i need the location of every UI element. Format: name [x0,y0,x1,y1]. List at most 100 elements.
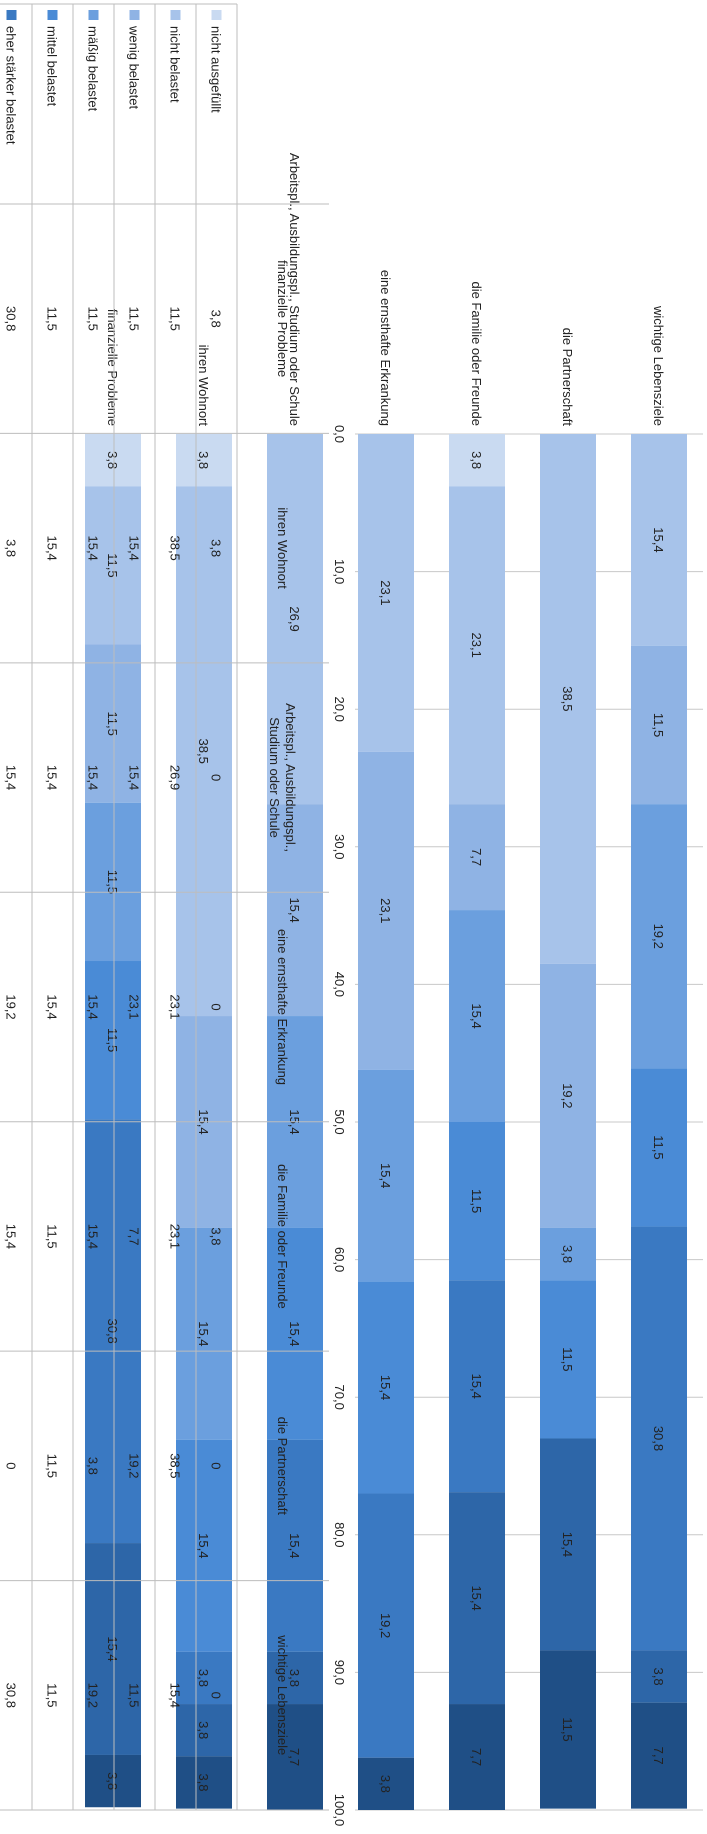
bar-segment [449,486,505,805]
bar-segment [631,804,687,1069]
bar-segment [540,434,596,964]
table-header: Studium oder Schule [267,717,282,838]
table-header: Arbeitspl., Ausbildungspl., [283,703,298,852]
bar-segment [358,1493,414,1758]
data-label: 3,8 [651,1667,666,1685]
table-cell: 0 [209,1692,224,1699]
data-label: 11,5 [651,713,666,737]
bar-segment [631,1226,687,1651]
data-label: 26,9 [287,606,302,631]
x-tick-label: 0,0 [332,425,347,443]
bar-segment [358,751,414,1070]
table-cell: 15,4 [45,994,60,1019]
bar-segment [267,434,323,805]
bar-segment [267,1439,323,1652]
category-label: ihren Wohnort [196,345,211,427]
bar-segment [176,1651,232,1705]
category-label: eine ernsthafte Erkrankung [378,270,393,426]
table-cell: 15,4 [4,765,19,790]
table-header: die Familie oder Freunde [275,1164,290,1309]
data-label: 3,8 [196,1721,211,1739]
table-header: ihren Wohnort [275,507,290,589]
table-cell: 23,1 [127,994,142,1019]
x-tick-label: 50,0 [332,1109,347,1134]
legend-label: eher stärker belastet [4,26,19,145]
data-label: 38,5 [560,686,575,711]
data-label: 15,4 [196,1533,211,1558]
data-label: 30,8 [651,1426,666,1451]
table-cell: 0 [209,1462,224,1469]
bar-segment [176,1756,232,1809]
bar-segment [631,645,687,805]
bar-segment [540,1280,596,1439]
x-tick-label: 40,0 [332,972,347,997]
bar-segment [85,486,141,645]
data-label: 15,4 [560,1532,575,1557]
data-label: 3,8 [105,1772,120,1790]
table-cell: 3,8 [209,1227,224,1245]
data-label: 15,4 [469,1585,484,1610]
table-cell: 11,5 [45,1683,60,1707]
legend-swatch [47,10,58,20]
bar-segment [267,1227,323,1440]
bar-segment [631,1702,687,1809]
table-cell: 15,4 [127,535,142,560]
bar-segment [176,1704,232,1757]
bar-segment [267,1704,323,1810]
data-label: 7,7 [469,1748,484,1766]
table-cell: 30,8 [4,306,19,331]
table-cell: 15,4 [86,1224,101,1249]
x-tick-label: 10,0 [332,559,347,584]
x-tick-label: 80,0 [332,1522,347,1547]
bar-segment [540,1438,596,1651]
bar-segment [449,1492,505,1705]
table-cell: 11,5 [45,1454,60,1478]
category-label: Arbeitspl., Ausbildungspl., Studium oder… [287,153,302,426]
bar-segment [449,910,505,1123]
table-cell: 15,4 [168,1683,183,1708]
bar-segment [85,434,141,487]
table-cell: 19,2 [86,1683,101,1708]
table-cell: 7,7 [127,1227,142,1245]
legend-swatch [88,10,99,20]
data-label: 3,8 [105,451,120,469]
table-cell: 15,4 [4,1224,19,1249]
bar-segment [449,1122,505,1281]
legend-label: wenig belastet [127,25,142,109]
legend-swatch [211,10,222,20]
table-cell: 11,5 [45,307,60,331]
bar-segment [631,1650,687,1703]
data-label: 15,4 [287,1321,302,1346]
table-cell: 23,1 [168,1224,183,1249]
data-label: 23,1 [378,898,393,923]
data-label: 11,5 [105,711,120,735]
table-header: eine ernsthafte Erkrankung [275,929,290,1085]
data-label: 15,4 [378,1163,393,1188]
bar-segment [631,1068,687,1227]
bar-segment [267,804,323,1017]
table-cell: 11,5 [127,1683,142,1707]
table-cell: 3,8 [86,1457,101,1475]
bar-segment [449,1280,505,1493]
data-label: 3,8 [378,1775,393,1793]
legend-label: nicht belastet [168,26,183,103]
data-label: 11,5 [560,1347,575,1371]
bar-segment [85,1543,141,1755]
data-label: 7,7 [469,848,484,866]
category-label: wichtige Lebensziele [651,305,666,426]
table-header: finanzielle Probleme [275,260,290,377]
bar-segment [85,961,141,1120]
data-label: 3,8 [560,1245,575,1263]
data-label: 15,4 [196,1321,211,1346]
bar-segment [267,1651,323,1705]
table-cell: 15,4 [86,994,101,1019]
table-cell: 3,8 [209,539,224,557]
bar-segment [540,1650,596,1809]
table-cell: 15,4 [45,765,60,790]
data-label: 3,8 [196,1773,211,1791]
bar-segment [85,802,141,962]
legend-swatch [129,10,140,20]
bar-segment [449,434,505,487]
table-cell: 15,4 [86,765,101,790]
